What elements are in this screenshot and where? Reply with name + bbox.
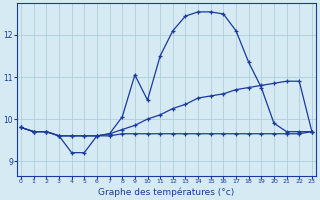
X-axis label: Graphe des températures (°c): Graphe des températures (°c): [98, 187, 235, 197]
